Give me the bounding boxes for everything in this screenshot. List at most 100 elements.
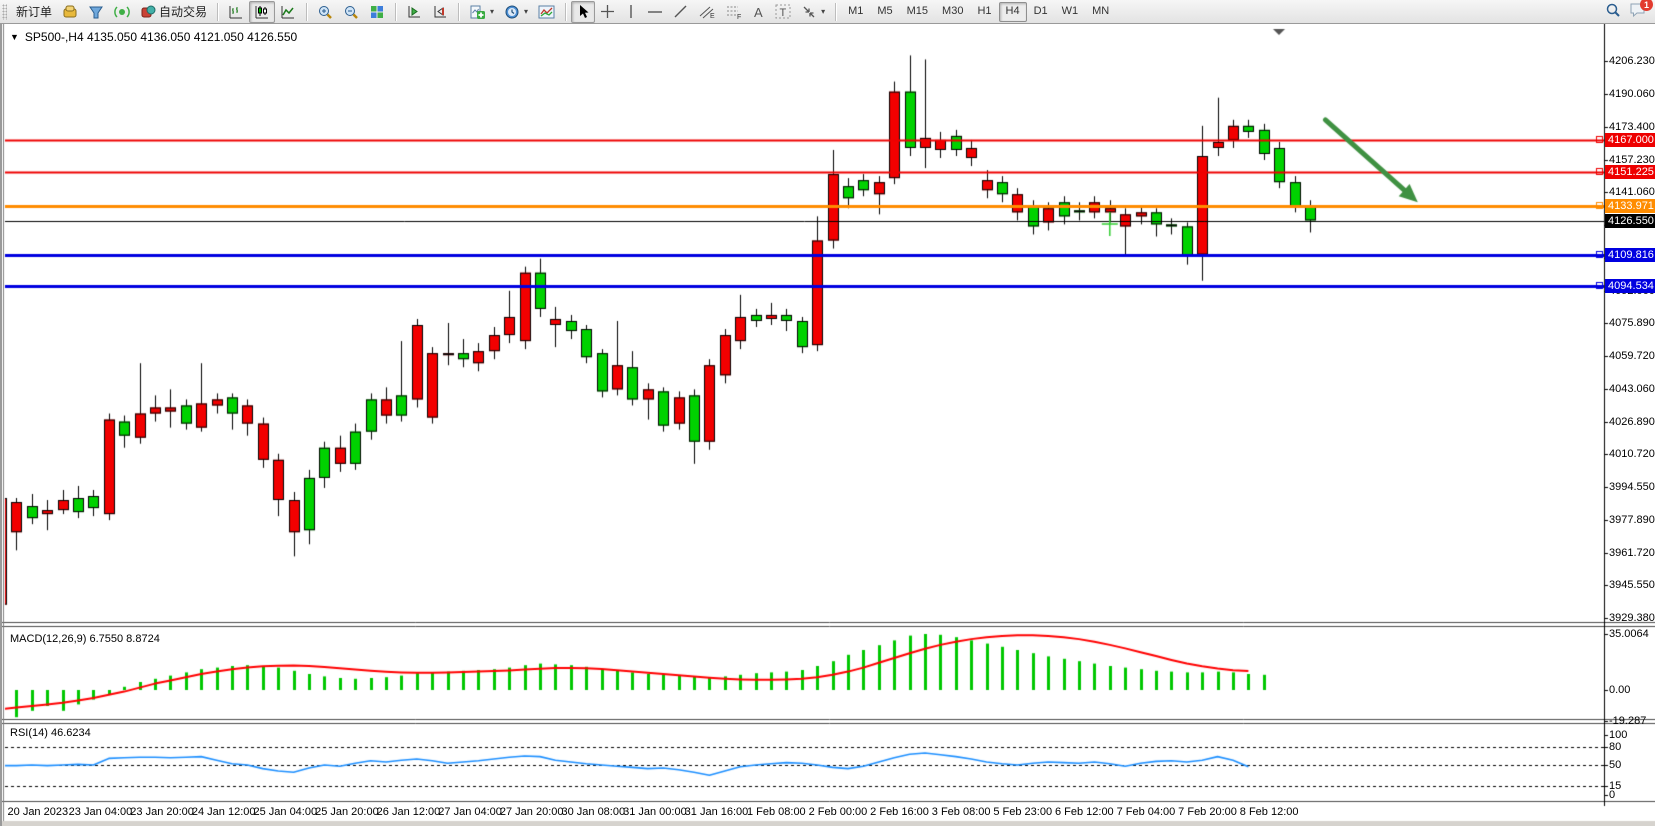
text-button[interactable]: A (747, 1, 770, 23)
toolbar-separator (395, 2, 397, 21)
price-tick-label: 3945.550 (1609, 579, 1655, 592)
timeframe-m5[interactable]: M5 (877, 4, 893, 17)
crosshair-icon (600, 4, 615, 19)
vertical-line-button[interactable] (620, 1, 642, 23)
time-tick-label: 23 Jan 20:00 (130, 806, 194, 818)
toolbar-drag-handle[interactable] (2, 3, 7, 20)
chart-collapse-icon[interactable]: ▼ (10, 32, 19, 42)
time-tick-label: 1 Feb 08:00 (746, 806, 806, 818)
time-tick-label: 2 Feb 16:00 (870, 806, 929, 818)
periods-dropdown-arrow[interactable]: ▾ (524, 7, 529, 16)
cursor-button[interactable] (571, 0, 596, 23)
time-tick-label: 20 Jan 2023 (7, 806, 69, 818)
new-order-button[interactable]: 新订单 (11, 1, 57, 23)
price-tick-label: 4010.720 (1609, 448, 1655, 461)
time-tick-label: 25 Jan 04:00 (253, 806, 318, 818)
search-icon[interactable] (1605, 2, 1621, 21)
arrows-button[interactable]: ▾ (796, 1, 830, 23)
zoom-out-button[interactable] (338, 1, 364, 23)
notifications-button[interactable]: 1 (1629, 0, 1653, 21)
line-chart-button[interactable] (275, 1, 301, 23)
timeframe-d1[interactable]: D1 (1033, 4, 1048, 17)
svg-text:A: A (754, 5, 763, 19)
chart-ohlc-header: ▼ SP500-,H4 4135.050 4136.050 4121.050 4… (10, 30, 297, 44)
templates-button[interactable] (533, 1, 560, 23)
arrows-icon (801, 4, 817, 19)
rsi-tick-label: 50 (1609, 759, 1622, 771)
vertical-line-icon (625, 4, 637, 19)
price-level-badge: 4094.534 (1605, 278, 1655, 293)
chart-shift-button[interactable] (427, 1, 453, 23)
timeframe-mn[interactable]: MN (1092, 4, 1110, 17)
timeframe-m30[interactable]: M30 (942, 4, 964, 17)
market-watch-button[interactable] (57, 1, 83, 23)
toolbar-separator (217, 2, 219, 21)
time-tick-label: 23 Jan 04:00 (68, 806, 133, 818)
time-tick-label: 31 Jan 16:00 (684, 806, 749, 818)
time-tick-label: 3 Feb 08:00 (931, 806, 991, 818)
main-toolbar: 新订单 自动交易 (0, 0, 1655, 24)
templates-icon (538, 4, 555, 20)
fibonacci-icon: F (725, 4, 742, 19)
text-icon: A (752, 5, 765, 19)
price-tick-label: 3994.550 (1609, 480, 1655, 493)
timeframe-m1[interactable]: M1 (848, 4, 864, 17)
time-tick-label: 27 Jan 04:00 (438, 806, 502, 818)
chart-title-text: SP500-,H4 4135.050 4136.050 4121.050 412… (24, 30, 298, 44)
chart-window: ▼ SP500-,H4 4135.050 4136.050 4121.050 4… (0, 24, 1655, 826)
rsi-tick-label: 80 (1609, 741, 1622, 753)
equidistant-channel-button[interactable]: E (693, 1, 720, 23)
price-tick-label: 4190.060 (1609, 87, 1655, 100)
toolbar-separator (306, 2, 308, 21)
horizontal-line-button[interactable] (642, 1, 668, 23)
price-tick-label: 3929.380 (1609, 611, 1655, 624)
autotrading-button[interactable]: 自动交易 (135, 1, 212, 23)
bar-chart-button[interactable] (223, 1, 249, 23)
price-tick-label: 4043.060 (1609, 383, 1655, 396)
notification-count-badge: 1 (1640, 0, 1653, 11)
tile-windows-icon (369, 4, 385, 20)
macd-tick-label: 0.00 (1609, 684, 1631, 696)
time-tick-label: 6 Feb 12:00 (1054, 806, 1114, 818)
time-tick-label: 26 Jan 12:00 (376, 806, 441, 818)
timeframe-h1[interactable]: H1 (977, 4, 992, 17)
zoom-out-icon (343, 4, 359, 20)
signals-icon (114, 4, 130, 20)
text-label-button[interactable]: T (770, 1, 796, 23)
zoom-in-button[interactable] (312, 1, 338, 23)
fibonacci-button[interactable]: F (720, 1, 747, 23)
auto-scroll-button[interactable] (401, 1, 427, 23)
trendline-button[interactable] (668, 1, 693, 23)
cursor-icon (576, 4, 590, 19)
text-label-icon: T (775, 4, 791, 19)
channel-icon: E (698, 4, 715, 19)
timeframe-toolbar: M1 M5 M15 M30 H1 H4 D1 W1 MN (839, 0, 1118, 24)
price-level-badge: 4151.225 (1605, 164, 1655, 179)
horizontal-line-icon (647, 5, 663, 19)
tile-windows-button[interactable] (364, 1, 390, 23)
timeframe-m15[interactable]: M15 (906, 4, 929, 17)
indicators-button[interactable]: ▾ (464, 1, 499, 23)
candlestick-button[interactable] (249, 0, 276, 23)
time-tick-label: 31 Jan 00:00 (623, 806, 687, 818)
time-tick-label: 25 Jan 20:00 (315, 806, 379, 818)
new-order-label: 新订单 (16, 5, 53, 19)
clock-icon (504, 4, 520, 20)
auto-scroll-icon (406, 4, 422, 20)
indicators-dropdown-arrow[interactable]: ▾ (490, 7, 495, 16)
crosshair-button[interactable] (595, 1, 620, 23)
time-tick-label: 7 Feb 20:00 (1178, 806, 1237, 818)
timeframe-h4[interactable]: H4 (998, 1, 1027, 22)
time-tick-label: 24 Jan 12:00 (191, 806, 256, 818)
price-tick-label: 4157.230 (1609, 153, 1655, 166)
time-tick-label: 5 Feb 23:00 (993, 806, 1053, 818)
data-window-button[interactable] (83, 1, 109, 23)
timeframe-w1[interactable]: W1 (1061, 4, 1079, 17)
arrows-dropdown-arrow[interactable]: ▾ (821, 7, 826, 16)
signals-button[interactable] (109, 1, 135, 23)
price-level-badge: 4109.816 (1605, 247, 1655, 262)
market-watch-icon (62, 4, 78, 20)
periods-button[interactable]: ▾ (499, 1, 533, 23)
price-chart-canvas[interactable] (2, 24, 1655, 826)
price-tick-label: 4059.720 (1609, 349, 1655, 362)
